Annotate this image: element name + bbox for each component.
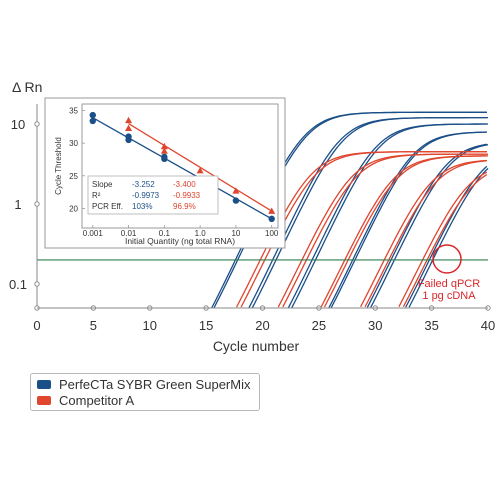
inset-point-circle <box>232 197 240 204</box>
y-tick-label: 0.1 <box>9 277 27 292</box>
y-tick-label: 10 <box>11 117 25 132</box>
amplification-curve <box>251 117 487 309</box>
stats-slope-red: -3.400 <box>173 180 196 189</box>
inset-x-axis-ticks: 0.001 0.01 0.1 1.0 10 100 <box>83 225 279 238</box>
amplification-curve <box>366 143 487 308</box>
amplification-curve <box>370 144 489 308</box>
inset-y-tick-label: 25 <box>69 172 78 181</box>
x-tick-label: 20 <box>255 318 269 333</box>
failed-qpcr-annotation: Failed qPCR 1 pg cDNA <box>418 244 480 302</box>
legend-label-perfecta: PerfeCTa SYBR Green SuperMix <box>59 376 251 392</box>
legend-label-competitor-a: Competitor A <box>59 392 135 408</box>
amplification-curves <box>211 111 489 309</box>
amplification-curve <box>364 160 487 308</box>
inset-point-triangle <box>160 142 168 150</box>
amplification-curve <box>330 131 487 308</box>
inset-x-tick-label: 0.01 <box>121 229 137 238</box>
stats-eff-red: 96.9% <box>173 202 196 211</box>
inset-point-circle <box>89 111 96 119</box>
y-tick-mark <box>34 201 40 207</box>
inset-x-tick-label: 100 <box>265 229 279 238</box>
inset-y-axis-label: Cycle Threshold <box>54 137 63 195</box>
inset-y-tick-label: 30 <box>69 139 78 148</box>
x-tick-label: 10 <box>143 318 157 333</box>
inset-x-tick-label: 10 <box>231 229 240 238</box>
inset-x-tick-label: 0.001 <box>83 229 104 238</box>
failed-qpcr-label-line1: Failed qPCR <box>418 278 480 290</box>
x-tick-label: 40 <box>481 318 495 333</box>
inset-x-tick-label: 1.0 <box>195 229 207 238</box>
inset-point-triangle <box>196 167 204 174</box>
legend-item-perfecta: PerfeCTa SYBR Green SuperMix <box>31 376 250 392</box>
stats-table-frame <box>87 175 219 215</box>
failed-qpcr-circle <box>432 244 462 274</box>
x-tick-label: 15 <box>199 318 213 333</box>
y-axis-label: Δ Rn <box>12 79 42 95</box>
x-tick-label: 0 <box>33 318 40 333</box>
failed-qpcr-label-line2: 1 pg cDNA <box>422 290 476 302</box>
inset-x-tick-label: 0.1 <box>159 229 171 238</box>
inset-point-triangle <box>125 116 133 124</box>
inset-point-circle <box>125 136 132 144</box>
y-tick-label: 1 <box>14 197 21 212</box>
inset-point-triangle <box>232 187 240 194</box>
y-tick-mark <box>34 281 40 287</box>
stats-eff-label: PCR Eff. <box>92 202 123 211</box>
amplification-plot: 0 5 10 15 20 25 30 35 40 10 1 0.1 Δ Rn Cycle numbe… <box>9 79 495 354</box>
y-tick-mark <box>34 121 40 127</box>
stats-eff-blue: 103% <box>132 202 152 211</box>
inset-y-tick-label: 35 <box>69 107 78 116</box>
x-tick-label: 35 <box>424 318 438 333</box>
legend-swatch-blue <box>37 379 51 389</box>
legend-item-competitor-a: Competitor A <box>31 392 134 408</box>
amplification-curve <box>398 171 488 307</box>
x-tick-label: 25 <box>312 318 326 333</box>
x-tick-label: 30 <box>368 318 382 333</box>
inset-point-triangle <box>160 147 168 154</box>
inset-point-circle <box>89 117 96 125</box>
inset-point-triangle <box>125 124 133 131</box>
amplification-curve <box>291 123 489 309</box>
stats-slope-label: Slope <box>92 180 113 189</box>
inset-fit-line <box>92 117 273 220</box>
inset-y-tick-label: 20 <box>69 204 78 213</box>
x-axis-label: Cycle number <box>213 338 300 354</box>
x-tick-label: 5 <box>90 318 97 333</box>
stats-slope-blue: -3.252 <box>132 180 155 189</box>
amplification-curve <box>282 153 488 308</box>
inset-point-circle <box>161 155 168 163</box>
inset-y-axis-ticks: 20 25 30 35 <box>69 107 85 213</box>
inset-x-axis-label: Initial Quantity (ng total RNA) <box>125 236 235 246</box>
fit-statistics-table: Slope -3.252 -3.400 R² -0.9973 -0.9933 P… <box>87 175 219 215</box>
stats-r2-blue: -0.9973 <box>132 191 160 200</box>
stats-r2-red: -0.9933 <box>173 191 201 200</box>
stats-r2-label: R² <box>92 191 101 200</box>
amplification-curve <box>323 155 487 308</box>
legend-swatch-red <box>37 395 51 405</box>
inset-point-triangle <box>268 207 276 214</box>
y-axis-ticks: 10 1 0.1 <box>9 117 40 292</box>
inset-point-circle <box>268 215 275 223</box>
amplification-curve <box>360 159 487 308</box>
amplification-curve <box>402 174 488 307</box>
x-axis-ticks: 0 5 10 15 20 25 30 35 40 <box>33 305 495 333</box>
standard-curve-inset: 0.001 0.01 0.1 1.0 10 100 20 25 30 35 Cycle Thre… <box>44 97 286 249</box>
legend: PerfeCTa SYBR Green SuperMix Competitor … <box>30 373 260 411</box>
